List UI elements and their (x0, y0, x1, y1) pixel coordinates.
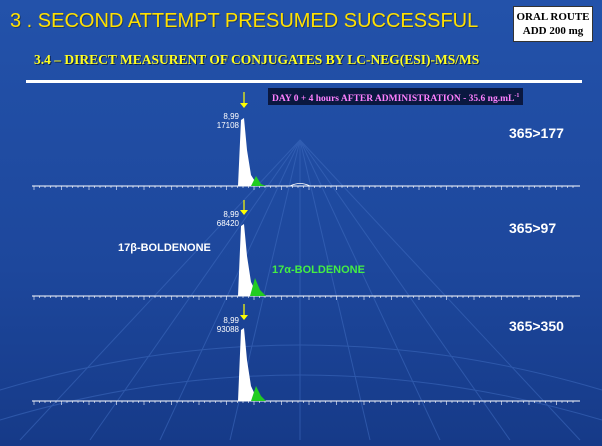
peak-label-2: 8,99 68420 (199, 210, 239, 228)
transition-label-2: 365>97 (509, 220, 557, 236)
peak-area-3: 93088 (216, 325, 239, 334)
arrow-icon-1 (240, 103, 248, 108)
transition-label-1: 365>177 (509, 125, 564, 141)
slide-subtitle: 3.4 – DIRECT MEASURENT OF CONJUGATES BY … (34, 52, 480, 67)
header-divider (26, 80, 582, 83)
peak-label-1: 8,99 17108 (199, 112, 239, 130)
peak-beta-3 (238, 328, 262, 401)
arrow-icon-3 (240, 315, 248, 320)
trace-2 (32, 200, 580, 297)
retention-time-1: 8,99 (223, 112, 239, 121)
retention-time-3: 8,99 (223, 316, 239, 325)
peak-label-3: 8,99 93088 (199, 316, 239, 334)
arrow-icon-2 (240, 210, 248, 215)
peak-beta-1 (238, 118, 262, 186)
route-line-1: ORAL ROUTE (516, 11, 590, 23)
day-label: DAY 0 + 4 hours AFTER ADMINISTRATION - 3… (268, 88, 524, 105)
peak-alpha-1 (251, 176, 266, 186)
trace-1 (32, 92, 580, 187)
axis-ticks (33, 186, 574, 405)
slide-title: 3 . SECOND ATTEMPT PRESUMED SUCCESSFUL (10, 10, 479, 32)
compound-beta-label: 17β-BOLDENONE (118, 242, 211, 254)
trace-3 (32, 304, 580, 402)
peak-area-1: 17108 (216, 121, 239, 130)
peak-alpha-2 (250, 278, 266, 296)
background-fan-lines (0, 139, 602, 441)
day-label-unit-exponent: -1 (514, 93, 520, 99)
peak-alpha-3 (251, 386, 266, 401)
compound-alpha-label: 17α-BOLDENONE (272, 264, 365, 276)
route-box: ORAL ROUTE ADD 200 mg (513, 6, 593, 42)
day-label-text: DAY 0 + 4 hours AFTER ADMINISTRATION - 3… (272, 94, 515, 105)
peak-beta-2 (238, 224, 262, 296)
retention-time-2: 8,99 (223, 210, 239, 219)
transition-label-3: 365>350 (509, 318, 564, 334)
peak-area-2: 68420 (216, 219, 239, 228)
route-line-2: ADD 200 mg (522, 25, 584, 37)
